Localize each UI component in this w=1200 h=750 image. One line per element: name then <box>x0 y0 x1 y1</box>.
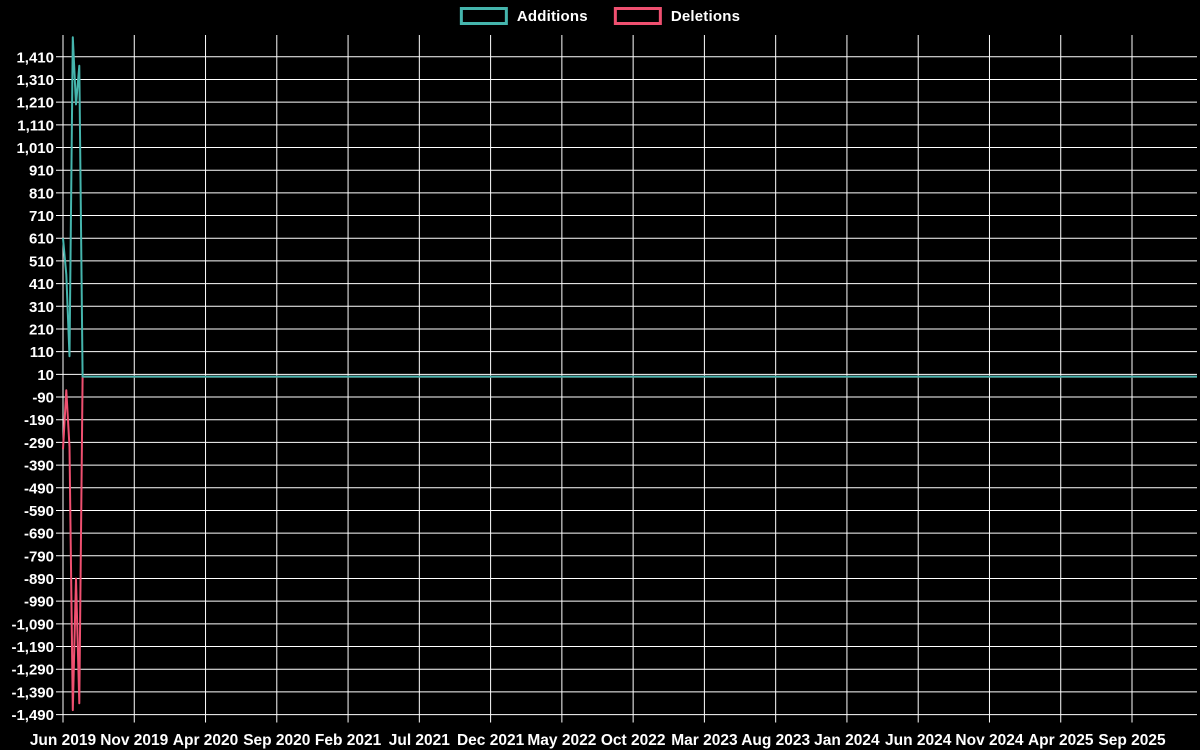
y-axis-tick-label: -1,290 <box>11 662 54 679</box>
legend-item-additions[interactable]: Additions <box>459 7 588 25</box>
y-axis-tick-label: -290 <box>24 435 54 452</box>
legend-item-deletions[interactable]: Deletions <box>613 7 741 25</box>
x-axis-tick-label: Mar 2023 <box>671 732 738 749</box>
y-axis-tick-label: -490 <box>24 480 54 497</box>
y-axis-tick-label: 1,210 <box>16 95 54 112</box>
series-line-deletions <box>62 375 1197 712</box>
y-axis-tick-label: 10 <box>37 367 54 384</box>
additions-swatch-icon <box>459 7 508 25</box>
x-axis-tick-label: Feb 2021 <box>315 732 382 749</box>
legend-label-deletions: Deletions <box>670 7 741 25</box>
y-axis-tick-label: 910 <box>29 163 54 180</box>
y-axis-tick-label: -890 <box>24 571 54 588</box>
y-axis-tick-label: -1,490 <box>11 707 54 724</box>
x-axis-tick-label: Jun 2019 <box>30 732 97 749</box>
y-axis-tick-label: 1,310 <box>16 72 54 89</box>
deletions-swatch-icon <box>613 7 662 25</box>
y-axis-tick-label: 810 <box>29 185 54 202</box>
y-axis-tick-label: -1,190 <box>11 639 54 656</box>
x-axis-tick-label: Jul 2021 <box>389 732 451 749</box>
y-axis-tick-label: 1,110 <box>17 117 54 134</box>
y-axis-tick-label: 610 <box>29 231 54 248</box>
x-axis-tick-label: Oct 2022 <box>601 732 666 749</box>
y-axis-tick-label: 710 <box>29 208 54 225</box>
x-axis-tick-label: Jan 2024 <box>814 732 880 749</box>
x-axis-tick-label: Sep 2020 <box>243 732 310 749</box>
y-axis-tick-label: -1,090 <box>11 616 54 633</box>
y-axis-tick-label: -390 <box>24 458 54 475</box>
legend-label-additions: Additions <box>516 7 588 25</box>
x-axis-tick-label: Apr 2025 <box>1028 732 1094 749</box>
x-axis-tick-label: Sep 2025 <box>1098 732 1166 749</box>
x-axis-tick-label: Aug 2023 <box>741 732 810 749</box>
y-axis-tick-label: -90 <box>32 390 54 407</box>
x-axis-tick-label: Dec 2021 <box>457 732 525 749</box>
y-axis-tick-label: -690 <box>24 526 54 543</box>
y-axis-tick-label: 510 <box>29 253 54 270</box>
y-axis-tick-label: 110 <box>30 344 54 361</box>
x-axis-tick-label: Apr 2020 <box>173 732 238 749</box>
y-axis-tick-label: -590 <box>24 503 54 520</box>
y-axis-tick-label: 310 <box>29 299 54 316</box>
series-line-additions <box>62 36 1197 378</box>
y-axis-tick-label: -1,390 <box>11 684 54 701</box>
y-axis-tick-label: 210 <box>29 321 54 338</box>
y-axis-tick-label: -190 <box>24 412 54 429</box>
y-axis-tick-label: 1,410 <box>16 49 54 66</box>
x-axis-tick-label: Nov 2024 <box>955 732 1023 749</box>
y-axis-tick-label: -790 <box>24 548 54 565</box>
y-axis-tick-label: 1,010 <box>16 140 54 157</box>
y-axis-tick-label: -990 <box>24 594 54 611</box>
y-axis-tick-label: 410 <box>29 276 54 293</box>
x-axis-tick-label: Jun 2024 <box>885 732 952 749</box>
legend: Additions Deletions <box>459 7 741 25</box>
x-axis-tick-label: Nov 2019 <box>100 732 168 749</box>
x-axis-tick-label: May 2022 <box>527 732 596 749</box>
